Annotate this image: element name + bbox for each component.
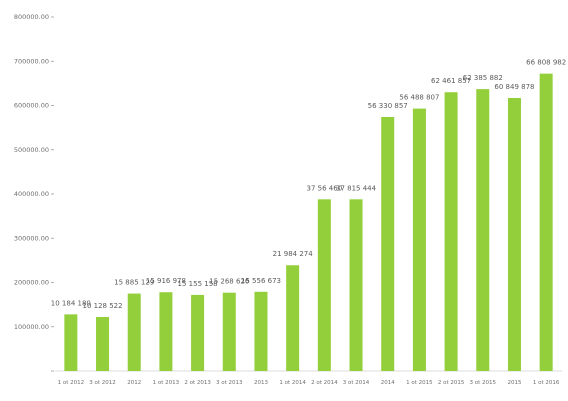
bar bbox=[349, 199, 363, 371]
data-label: 37 56 460 bbox=[307, 184, 343, 192]
bar bbox=[507, 97, 521, 371]
y-tick-label: 500000.00 bbox=[14, 146, 49, 154]
x-tick-label: 2 ot 2013 bbox=[184, 380, 211, 386]
x-tick-label: 1 ot 2012 bbox=[58, 380, 85, 386]
bar bbox=[96, 317, 110, 371]
data-label: 62 385 882 bbox=[463, 74, 503, 82]
y-tick-label: 700000.00 bbox=[14, 57, 49, 65]
x-tick-label: 1 ot 2014 bbox=[279, 380, 306, 386]
y-tick-label: 100000.00 bbox=[14, 323, 49, 331]
data-label: 10 184 180 bbox=[51, 299, 91, 307]
data-label: 15 885 129 bbox=[114, 279, 154, 287]
x-tick-label: 3 ot 2013 bbox=[216, 380, 243, 386]
bar bbox=[317, 199, 331, 371]
bar bbox=[476, 89, 490, 371]
x-tick-label: 1 ot 2013 bbox=[153, 380, 180, 386]
data-label: 15 916 978 bbox=[146, 277, 186, 285]
bar bbox=[381, 117, 395, 371]
x-tick-label: 2 ot 2015 bbox=[438, 380, 465, 386]
bar bbox=[539, 73, 553, 371]
bar bbox=[444, 92, 458, 371]
data-label: 37 815 444 bbox=[336, 184, 377, 192]
y-tick-label: 800000.00 bbox=[14, 13, 49, 21]
x-tick-label: 2012 bbox=[127, 380, 141, 386]
x-axis: 1 ot 2012 3 ot 2012 2012 1 ot 2013 2 ot 2013… bbox=[58, 380, 560, 386]
bar-series bbox=[64, 73, 553, 371]
bar bbox=[159, 292, 173, 371]
y-tick-label: 300000.00 bbox=[14, 234, 49, 242]
bar bbox=[286, 265, 300, 371]
data-label: 15 268 626 bbox=[209, 278, 250, 286]
x-tick-label: 2014 bbox=[381, 380, 395, 386]
bar bbox=[127, 293, 141, 371]
data-label: 66 808 982 bbox=[526, 59, 566, 67]
y-tick-label: 400000.00 bbox=[14, 190, 49, 198]
y-tick-label: 200000.00 bbox=[14, 279, 49, 287]
x-tick-label: 3 ot 2012 bbox=[89, 380, 116, 386]
data-label: 56 488 807 bbox=[399, 94, 439, 102]
data-label: 56 330 857 bbox=[368, 102, 408, 110]
bar bbox=[222, 292, 236, 371]
x-tick-label: 1 ot 2016 bbox=[533, 380, 560, 386]
x-tick-label: 2013 bbox=[254, 380, 268, 386]
bar bbox=[412, 108, 426, 371]
x-tick-label: 2 ot 2014 bbox=[311, 380, 338, 386]
bar bbox=[191, 294, 205, 371]
data-label: 15 556 673 bbox=[241, 277, 281, 285]
x-tick-label: 1 ot 2015 bbox=[406, 380, 433, 386]
data-label: 15 155 158 bbox=[178, 280, 218, 288]
x-tick-label: 2015 bbox=[507, 380, 521, 386]
bar bbox=[64, 314, 78, 371]
data-label: 62 461 857 bbox=[431, 77, 471, 85]
bar bbox=[254, 291, 268, 371]
data-label: 10 128 522 bbox=[82, 302, 122, 310]
data-label: 60 849 878 bbox=[494, 83, 534, 91]
y-tick-label: 600000.00 bbox=[14, 102, 49, 110]
x-tick-label: 3 ot 2015 bbox=[470, 380, 497, 386]
x-tick-label: 3 ot 2014 bbox=[343, 380, 370, 386]
data-label: 21 984 274 bbox=[273, 250, 314, 258]
